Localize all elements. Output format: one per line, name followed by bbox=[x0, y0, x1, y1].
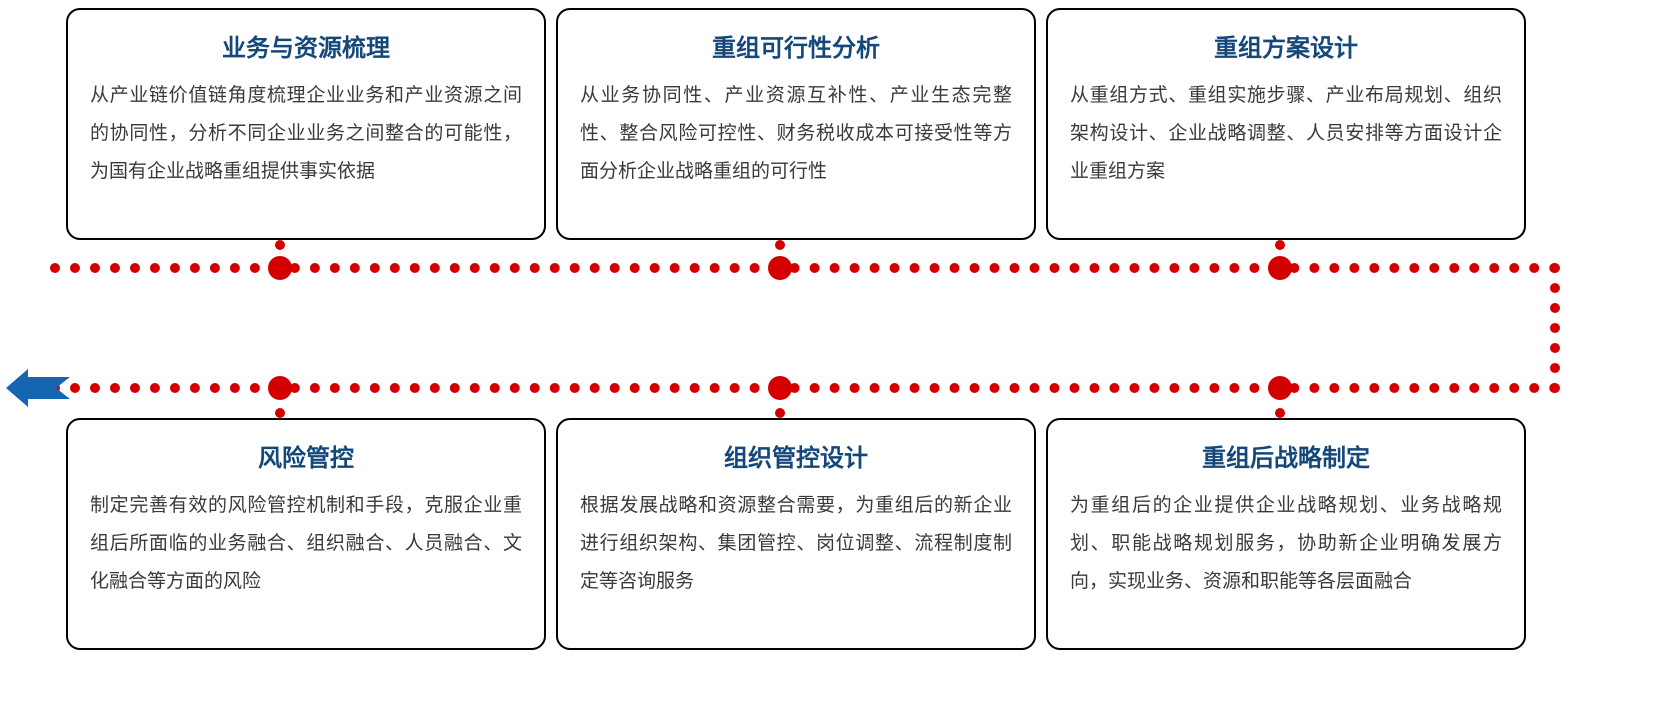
card-title: 重组方案设计 bbox=[1070, 28, 1502, 63]
connector-node bbox=[1268, 376, 1292, 400]
card-body: 为重组后的企业提供企业战略规划、业务战略规划、职能战略规划服务，协助新企业明确发… bbox=[1070, 487, 1502, 601]
card-top-3: 重组方案设计 从重组方式、重组实施步骤、产业布局规划、组织架构设计、企业战略调整… bbox=[1046, 8, 1526, 240]
card-title: 重组可行性分析 bbox=[580, 28, 1012, 63]
card-title: 重组后战略制定 bbox=[1070, 438, 1502, 473]
card-top-1: 业务与资源梳理 从产业链价值链角度梳理企业业务和产业资源之间的协同性，分析不同企… bbox=[66, 8, 546, 240]
connector-node bbox=[1268, 256, 1292, 280]
card-body: 从重组方式、重组实施步骤、产业布局规划、组织架构设计、企业战略调整、人员安排等方… bbox=[1070, 77, 1502, 191]
card-bottom-2: 组织管控设计 根据发展战略和资源整合需要，为重组后的新企业进行组织架构、集团管控… bbox=[556, 418, 1036, 650]
diagram-stage: 业务与资源梳理 从产业链价值链角度梳理企业业务和产业资源之间的协同性，分析不同企… bbox=[0, 0, 1676, 725]
card-body: 从产业链价值链角度梳理企业业务和产业资源之间的协同性，分析不同企业业务之间整合的… bbox=[90, 77, 522, 191]
card-bottom-1: 风险管控 制定完善有效的风险管控机制和手段，克服企业重组后所面临的业务融合、组织… bbox=[66, 418, 546, 650]
card-body: 从业务协同性、产业资源互补性、产业生态完整性、整合风险可控性、财务税收成本可接受… bbox=[580, 77, 1012, 191]
connector-right-line bbox=[1550, 263, 1560, 393]
card-title: 风险管控 bbox=[90, 438, 522, 473]
connector-node bbox=[768, 256, 792, 280]
arrow-left-icon bbox=[6, 369, 70, 407]
connector-node bbox=[268, 256, 292, 280]
connector-node bbox=[768, 376, 792, 400]
card-body: 根据发展战略和资源整合需要，为重组后的新企业进行组织架构、集团管控、岗位调整、流… bbox=[580, 487, 1012, 601]
card-title: 业务与资源梳理 bbox=[90, 28, 522, 63]
card-top-2: 重组可行性分析 从业务协同性、产业资源互补性、产业生态完整性、整合风险可控性、财… bbox=[556, 8, 1036, 240]
connector-node bbox=[268, 376, 292, 400]
card-title: 组织管控设计 bbox=[580, 438, 1012, 473]
card-bottom-3: 重组后战略制定 为重组后的企业提供企业战略规划、业务战略规划、职能战略规划服务，… bbox=[1046, 418, 1526, 650]
card-body: 制定完善有效的风险管控机制和手段，克服企业重组后所面临的业务融合、组织融合、人员… bbox=[90, 487, 522, 601]
